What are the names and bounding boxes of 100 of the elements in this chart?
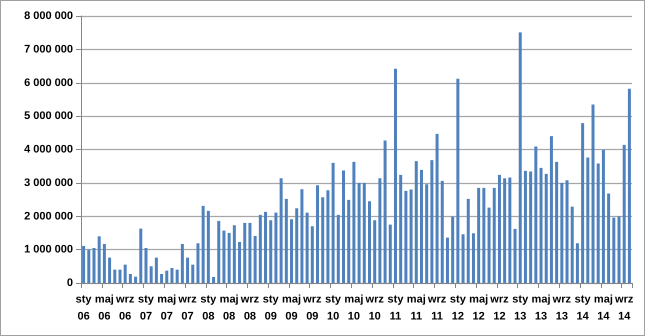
bar [258,214,262,283]
x-tick-label: sty 09 [262,294,280,322]
bar [544,174,548,283]
bar [180,244,184,283]
bar [176,270,179,283]
bar [410,190,413,283]
bar [186,258,190,283]
bar [456,78,460,283]
bar [269,220,272,283]
bar [425,184,428,283]
bar [170,268,174,283]
bar [336,214,340,283]
bar [362,182,366,283]
bar [295,208,298,283]
bar [300,189,304,283]
bar [113,270,116,283]
x-tick-label: sty 12 [450,294,467,322]
bar [232,225,236,283]
y-tick-label: 3 000 000 [24,176,73,189]
x-tick-label: sty 10 [325,294,342,322]
bar [108,258,112,283]
bar [612,218,616,283]
y-tick-label: 2 000 000 [24,210,73,222]
bar [618,216,621,283]
bar [540,168,543,283]
y-tick-label: 7 000 000 [24,43,73,56]
bar [202,206,205,283]
y-tick-label: 0 [66,277,73,289]
bar [139,228,142,283]
bar [98,236,101,283]
bar [306,212,309,283]
bar [92,248,96,283]
y-tick-label: 8 000 000 [24,10,73,22]
x-tick-label: sty 13 [512,294,530,322]
bar [508,178,512,283]
y-tick-label: 1 000 000 [24,244,73,256]
bar [488,208,491,283]
bar [440,180,444,283]
bar [477,188,480,283]
bar [290,219,294,283]
bar [384,140,387,283]
x-tick-label: sty 07 [138,294,155,322]
x-tick-label: maj 11 [406,294,426,322]
bar [165,270,168,283]
x-tick-label: sty 14 [574,294,592,322]
x-tick-label: wrz 06 [115,294,135,322]
bar [498,174,501,283]
bar [274,212,278,283]
bar [430,160,434,283]
bar [82,246,86,283]
bar [518,32,522,283]
x-tick-label: maj 13 [532,294,551,322]
bar [326,190,330,283]
bar [332,162,335,283]
x-tick-label: maj 09 [282,294,302,322]
bar [347,200,350,283]
bar [555,162,558,283]
x-tick-label: wrz 09 [302,294,322,322]
bar [118,270,122,283]
bar [394,68,397,283]
bar [529,172,532,283]
bar [373,220,376,283]
bar [212,276,216,283]
bar [466,198,470,283]
bar [404,190,408,283]
bar [436,134,439,283]
bar [254,236,257,283]
x-tick-label: maj 10 [344,294,364,322]
y-tick-label: 5 000 000 [24,110,73,122]
bar [191,264,194,283]
bar [399,174,402,283]
bar [358,182,361,283]
bar [264,212,268,283]
bar [284,198,288,283]
bar [243,222,246,283]
x-tick-label: wrz 10 [364,294,384,322]
bar [134,276,138,283]
y-tick-label: 6 000 000 [24,76,73,89]
bar [592,104,595,283]
x-tick-label: wrz 12 [489,294,510,322]
bar [280,178,283,283]
bar [160,274,164,283]
bar [560,182,564,283]
bar [222,230,226,283]
x-tick-label: maj 07 [157,294,176,322]
bar [310,226,314,283]
x-tick-label: sty 06 [76,294,92,322]
x-tick-label: sty 11 [388,294,404,322]
bar [492,188,496,283]
bar [514,228,517,283]
bar [196,243,200,283]
bar [482,188,486,283]
bar [128,274,132,283]
x-tick-label: maj 12 [469,294,488,322]
bar [388,224,392,283]
bar [462,234,465,283]
bar [248,222,252,283]
bar [607,194,610,283]
bar [414,161,418,283]
bar [451,216,454,283]
